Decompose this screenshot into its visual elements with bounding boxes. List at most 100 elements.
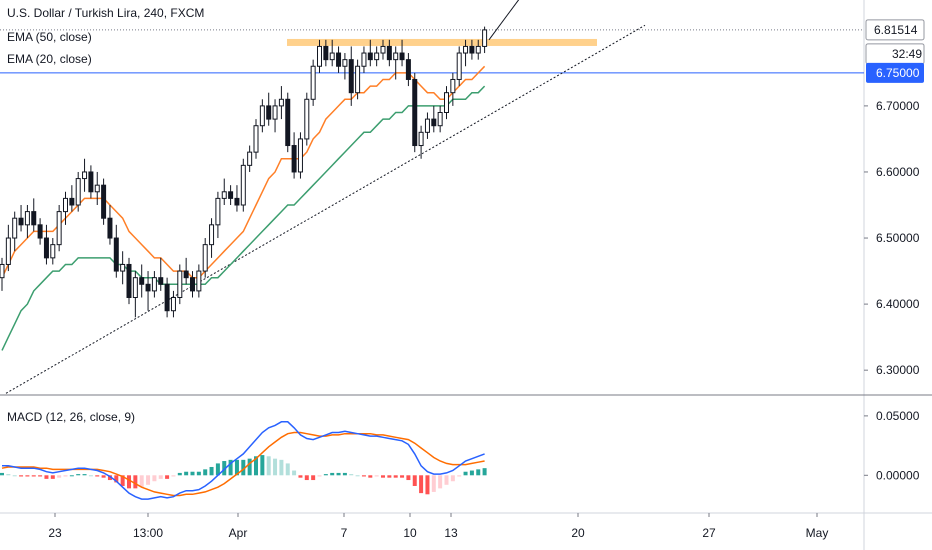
candle-body-up (215, 197, 221, 226)
candle-body-up (317, 45, 322, 67)
candle (0, 257, 5, 291)
candle (37, 218, 43, 245)
macd-hist-bar (25, 475, 30, 477)
time-tick-label: 20 (571, 526, 585, 540)
candle-body-up (75, 178, 81, 206)
macd-hist-bar (76, 474, 81, 476)
candle (418, 125, 424, 159)
candle-body-up (12, 217, 18, 239)
candle-body-up (463, 45, 469, 54)
macd-hist-bar (222, 461, 227, 476)
macd-hist-bar (69, 475, 74, 477)
candle-body-down (348, 59, 354, 94)
countdown-badge-text: 32:49 (892, 47, 922, 61)
chart-title: U.S. Dollar / Turkish Lira, 240, FXCM (7, 6, 205, 20)
candle (475, 39, 481, 60)
macd-hist-bar (171, 475, 176, 477)
macd-hist-bar (6, 474, 11, 476)
macd-line (2, 421, 485, 500)
macd-hist-bar (330, 472, 335, 476)
candle (158, 257, 164, 291)
macd-hist-bar (279, 459, 284, 476)
candle (202, 238, 208, 278)
candle-body-down (399, 52, 405, 61)
candle (209, 218, 215, 258)
macd-hist-bar (101, 475, 106, 478)
candle (329, 39, 335, 67)
candle-body-up (437, 112, 443, 127)
macd-hist-bar (266, 456, 271, 476)
candle-body-up (424, 118, 430, 133)
macd-hist-bar (95, 475, 100, 477)
candle-body-up (151, 277, 157, 292)
candle-body-down (139, 277, 145, 285)
candle-body-down (291, 145, 297, 173)
candle (170, 290, 176, 318)
candle-body-up (177, 270, 183, 299)
last-price-badge-text: 6.81514 (874, 23, 918, 37)
candle (234, 185, 240, 212)
candle (56, 205, 62, 252)
candle (367, 39, 373, 67)
macd-hist-bar (387, 475, 392, 478)
macd-hist-bar (120, 475, 125, 486)
ema20-legend: EMA (20, close) (7, 52, 92, 66)
time-tick-label: 27 (702, 526, 716, 540)
candle (342, 53, 348, 80)
candle-body-up (297, 138, 303, 173)
candle (215, 191, 221, 239)
candle-body-up (259, 105, 265, 127)
macd-hist-bar (228, 459, 233, 476)
time-tick-label: 23 (48, 526, 62, 540)
candle (69, 185, 75, 212)
candle-body-down (234, 197, 240, 206)
candle-body-up (450, 78, 456, 94)
macd-hist-bar (419, 475, 424, 494)
candle-body-up (82, 171, 88, 180)
macd-hist-bar (368, 475, 373, 478)
candle-body-up (361, 52, 367, 67)
time-tick-label: 13 (444, 526, 458, 540)
macd-hist-bar (190, 471, 195, 476)
macd-hist-bar (457, 475, 462, 477)
macd-hist-bar (406, 475, 411, 481)
candle (399, 39, 405, 67)
candle (393, 46, 399, 80)
candle-body-up (24, 211, 30, 226)
candle (82, 158, 88, 192)
candle (297, 132, 303, 179)
macd-hist-bar (133, 475, 138, 489)
candle (43, 224, 49, 265)
macd-hist-bar (114, 475, 119, 483)
macd-hist-bar (12, 475, 17, 477)
price-tick-label: 6.40000 (876, 297, 920, 311)
candle-body-up (444, 92, 449, 114)
candle-body-down (88, 171, 94, 193)
candle-body-down (405, 59, 411, 80)
candle (355, 59, 361, 100)
candle (374, 46, 380, 67)
macd-hist-bar (349, 474, 354, 476)
candle (278, 86, 284, 120)
candle-body-up (475, 45, 481, 54)
candle-body-up (120, 263, 126, 272)
candle-body-up (374, 52, 380, 61)
candle-body-up (50, 244, 56, 259)
macd-hist-bar (450, 475, 455, 482)
macd-tick-label: 0.05000 (876, 409, 920, 423)
macd-hist-bar (374, 475, 379, 477)
level-badge-text: 6.75000 (876, 66, 920, 80)
macd-hist-bar (336, 472, 341, 476)
candle-body-up (482, 29, 488, 47)
candle (88, 165, 94, 199)
candle (151, 271, 157, 298)
candle (221, 178, 227, 205)
resistance-zone (287, 38, 597, 46)
macd-hist-bar (292, 470, 297, 476)
macd-hist-bar (215, 463, 220, 476)
level-badge (866, 62, 924, 83)
macd-hist-bar (241, 459, 246, 476)
candle (323, 39, 329, 67)
candle (247, 145, 253, 172)
